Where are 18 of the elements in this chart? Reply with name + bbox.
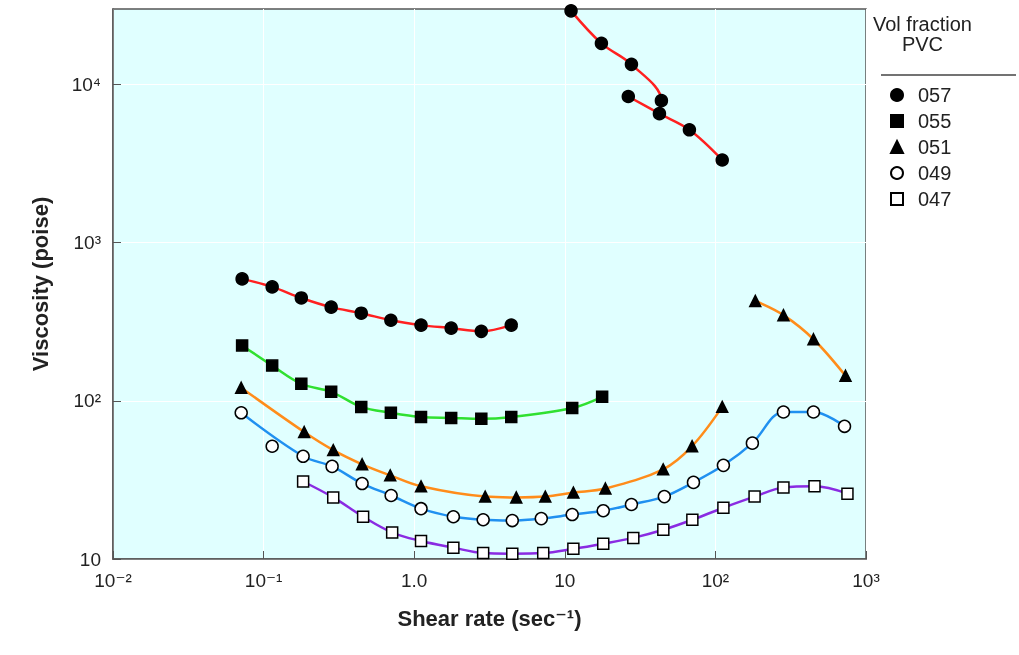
y-tick-label: 10⁴ (71, 73, 101, 95)
y-axis-title: Viscosity (poise) (27, 196, 53, 372)
legend-label: 055 (918, 110, 952, 132)
x-tick-label: 10 (554, 570, 576, 591)
legend-label: 057 (918, 84, 952, 106)
x-tick-label: 1.0 (400, 570, 428, 591)
x-tick-label: 10³ (852, 570, 880, 591)
y-tick-label: 10³ (73, 232, 101, 254)
legend-label: 051 (918, 136, 952, 158)
x-tick-label: 10⁻² (94, 570, 132, 591)
x-tick-label: 10² (701, 570, 730, 591)
x-tick-label: 10⁻¹ (244, 570, 283, 591)
legend-label: 049 (918, 162, 952, 184)
x-axis-title: Shear rate (sec⁻¹) (397, 605, 582, 631)
y-tick-label: 10² (73, 390, 101, 412)
legend-label: 047 (918, 188, 952, 210)
y-tick-label: 10 (79, 548, 101, 570)
legend-title: Vol fraction PVC (873, 13, 972, 55)
